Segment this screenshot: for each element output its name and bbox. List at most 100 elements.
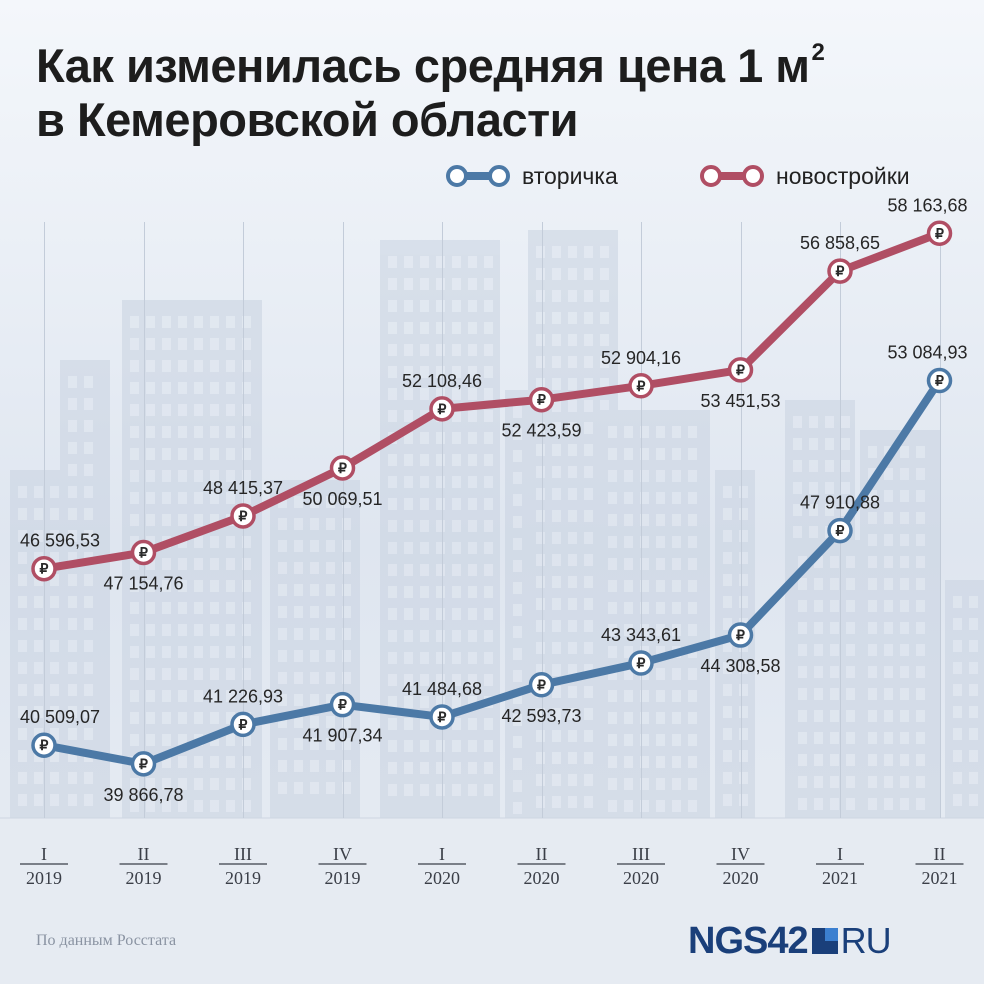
data-point: ₽44 308,58: [700, 622, 781, 676]
x-tick: I 2021: [816, 844, 864, 888]
x-tick: I 2019: [20, 844, 68, 888]
x-tick-year: 2019: [26, 868, 62, 888]
data-label: 53 084,93: [887, 343, 967, 363]
x-tick-quarter: II: [138, 844, 150, 864]
data-label: 52 904,16: [601, 348, 681, 368]
legend-swatch-new-buildings: [700, 164, 764, 188]
data-label: 46 596,53: [20, 531, 100, 551]
x-tick-quarter: IV: [333, 844, 352, 864]
ruble-icon: ₽: [338, 460, 347, 476]
x-tick-year: 2019: [225, 868, 261, 888]
data-label: 53 451,53: [700, 391, 780, 411]
data-label: 41 484,68: [402, 679, 482, 699]
ruble-icon: ₽: [139, 756, 148, 772]
ruble-icon: ₽: [935, 373, 944, 389]
point-marker: [31, 732, 57, 758]
series-line: [40, 376, 944, 768]
point-marker: [329, 691, 356, 718]
data-label: 48 415,37: [203, 478, 283, 498]
ruble-icon: ₽: [139, 545, 148, 561]
x-tick-quarter: III: [632, 844, 650, 864]
point-marker: [230, 711, 256, 738]
data-point: ₽48 415,37: [203, 478, 283, 529]
x-tick-quarter: III: [234, 844, 252, 864]
legend-item-new-buildings: новостройки: [700, 160, 910, 192]
data-point: ₽56 858,65: [800, 233, 880, 284]
data-label: 44 308,58: [700, 656, 780, 676]
point-marker: [827, 517, 853, 544]
x-tick-year: 2019: [126, 868, 162, 888]
data-label: 56 858,65: [800, 233, 880, 253]
ruble-icon: ₽: [438, 401, 447, 417]
point-marker: [429, 704, 455, 730]
source-note: По данным Росстата: [36, 932, 177, 949]
x-tick-quarter: I: [439, 844, 445, 864]
ruble-icon: ₽: [935, 225, 944, 241]
x-tick-year: 2019: [325, 868, 361, 888]
point-marker: [628, 373, 654, 399]
data-label: 52 108,46: [402, 371, 482, 391]
logo-text-ngs42: NGS42: [688, 919, 809, 962]
data-label: 42 593,73: [501, 706, 581, 726]
series-secondary: ₽40 509,07₽39 866,78₽41 226,93 ₽41 907,34…: [20, 343, 968, 805]
data-point: ₽43 343,61: [601, 625, 681, 676]
x-tick-year: 2021: [922, 868, 958, 888]
x-tick-year: 2020: [424, 868, 460, 888]
ruble-icon: ₽: [438, 709, 447, 725]
data-label: 40 509,07: [20, 707, 100, 727]
ruble-icon: ₽: [239, 508, 248, 524]
point-marker: [727, 357, 754, 383]
data-point: ₽40 509,07: [20, 707, 100, 758]
x-tick-year: 2020: [723, 868, 759, 888]
legend-swatch-secondary: [446, 164, 510, 188]
x-tick-quarter: IV: [731, 844, 750, 864]
data-point: ₽42 593,73: [501, 672, 582, 726]
ruble-icon: ₽: [736, 627, 745, 643]
chart-title: Как изменилась средняя цена 1 м2 в Кемер…: [36, 26, 936, 147]
point-marker: [827, 258, 853, 284]
point-marker: [429, 396, 455, 422]
ruble-icon: ₽: [836, 263, 845, 279]
legend-label-new-buildings: новостройки: [776, 162, 910, 189]
ruble-icon: ₽: [637, 655, 646, 671]
data-label: 43 343,61: [601, 625, 681, 645]
ruble-icon: ₽: [40, 737, 49, 753]
x-tick-year: 2020: [623, 868, 659, 888]
point-marker: [528, 386, 555, 413]
point-marker: [329, 455, 356, 481]
data-point: ₽47 910,88: [800, 493, 880, 544]
data-point: ₽52 904,16: [601, 348, 681, 399]
title-line-1: Как изменилась средняя цена 1 м: [36, 39, 810, 92]
x-tick-quarter: II: [536, 844, 548, 864]
x-tick-quarter: II: [934, 844, 946, 864]
point-marker: [926, 367, 953, 394]
ruble-icon: ₽: [836, 523, 845, 539]
data-label: 47 154,76: [103, 574, 183, 594]
x-tick: I 2020: [418, 844, 466, 888]
data-point: ₽46 596,53: [20, 531, 100, 582]
point-marker: [130, 751, 157, 777]
data-label: 41 907,34: [302, 726, 382, 746]
x-tick: II 2020: [517, 844, 566, 888]
data-point: ₽53 084,93: [887, 343, 968, 394]
ruble-icon: ₽: [736, 362, 745, 378]
x-tick-quarter: I: [41, 844, 47, 864]
point-marker: [727, 622, 754, 648]
ruble-icon: ₽: [40, 561, 49, 577]
data-point: ₽58 163,68: [887, 195, 968, 247]
x-tick: IV 2020: [716, 844, 765, 888]
point-marker: [230, 503, 256, 529]
legend-label-secondary: вторичка: [522, 162, 618, 189]
series-new-buildings: ₽46 596,53₽47 154,76₽48 415,37₽50 069,51…: [20, 195, 968, 593]
ruble-icon: ₽: [239, 716, 248, 732]
point-marker: [628, 650, 654, 676]
ruble-icon: ₽: [338, 697, 347, 713]
x-tick-quarter: I: [837, 844, 843, 864]
data-point: ₽47 154,76: [103, 539, 184, 594]
point-marker: [926, 220, 953, 247]
data-point: ₽52 423,59: [501, 386, 582, 441]
data-point: ₽39 866,78: [103, 751, 184, 805]
